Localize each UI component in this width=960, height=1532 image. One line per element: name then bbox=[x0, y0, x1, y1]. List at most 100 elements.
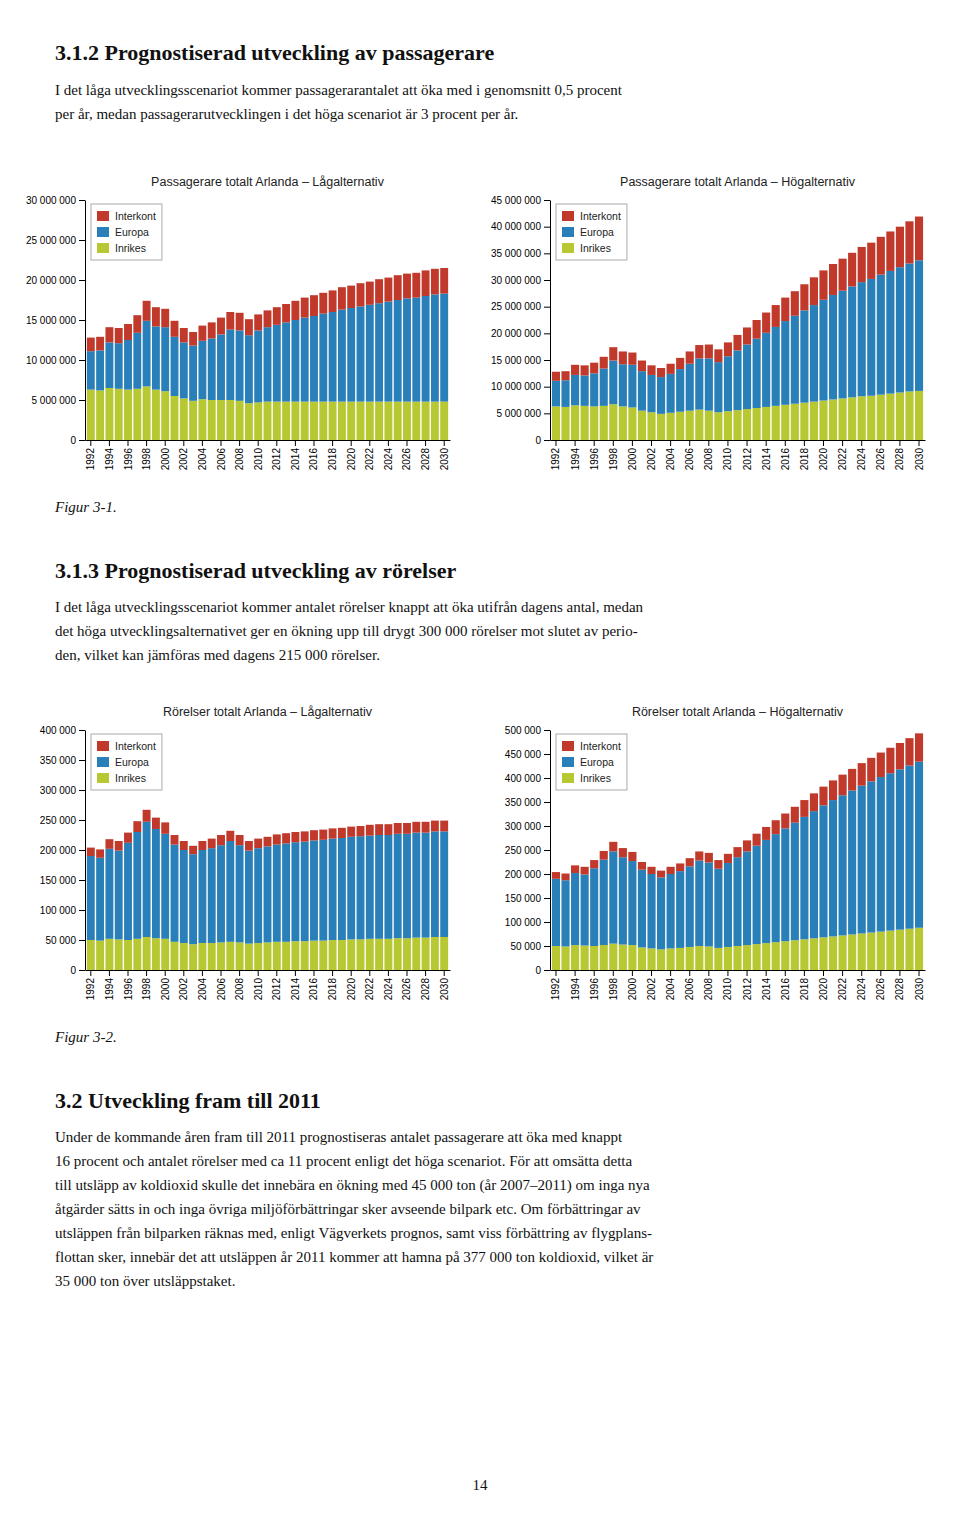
bar bbox=[839, 259, 847, 291]
tick-label: 2014 bbox=[290, 978, 301, 1001]
tick-mark bbox=[128, 970, 129, 976]
legend-label: Inrikes bbox=[115, 242, 146, 254]
figure-caption: Figur 3-2. bbox=[54, 1029, 117, 1045]
tick-mark bbox=[332, 440, 333, 446]
tick: 350 000 bbox=[40, 755, 85, 766]
tick-mark bbox=[79, 790, 85, 791]
bar bbox=[171, 337, 179, 396]
bar bbox=[810, 277, 818, 305]
page-number: 14 bbox=[473, 1477, 489, 1493]
bar bbox=[329, 290, 337, 312]
bar bbox=[357, 939, 365, 970]
tick-label: 2008 bbox=[234, 448, 245, 471]
axis-line bbox=[85, 201, 86, 441]
legend-label: Interkont bbox=[580, 740, 621, 752]
bar bbox=[839, 775, 847, 796]
bar bbox=[724, 863, 732, 947]
bar bbox=[590, 860, 598, 868]
bar bbox=[217, 942, 225, 970]
bar bbox=[431, 269, 439, 295]
bar bbox=[245, 403, 253, 440]
bar bbox=[667, 948, 675, 970]
tick: 2010 bbox=[722, 970, 733, 1000]
legend-item: Europa bbox=[562, 226, 614, 238]
bar bbox=[743, 840, 751, 851]
tick: 2028 bbox=[894, 440, 905, 470]
bar bbox=[647, 867, 655, 874]
tick-mark bbox=[544, 970, 550, 971]
bar bbox=[96, 350, 104, 390]
tick-label: 2014 bbox=[761, 448, 772, 471]
bar bbox=[189, 944, 197, 970]
bar bbox=[105, 342, 113, 388]
tick: 2028 bbox=[420, 970, 431, 1000]
bar bbox=[628, 353, 636, 365]
tick-mark bbox=[880, 970, 881, 976]
bar bbox=[762, 313, 770, 333]
bar bbox=[743, 409, 751, 440]
bar bbox=[733, 335, 741, 350]
bar bbox=[329, 312, 337, 402]
tick-mark bbox=[332, 970, 333, 976]
tick-mark bbox=[109, 440, 110, 446]
bar bbox=[647, 412, 655, 440]
x-axis: 1992199419961998200020022004200620082010… bbox=[85, 970, 450, 1000]
tick-mark bbox=[880, 440, 881, 446]
bar bbox=[561, 407, 569, 440]
tick-label: 1992 bbox=[550, 448, 561, 471]
tick-mark bbox=[369, 970, 370, 976]
bar bbox=[208, 839, 216, 849]
tick-mark bbox=[544, 898, 550, 899]
legend-label: Interkont bbox=[580, 210, 621, 222]
bar bbox=[743, 851, 751, 945]
tick-mark bbox=[544, 307, 550, 308]
tick: 2014 bbox=[290, 970, 301, 1000]
bar bbox=[714, 412, 722, 440]
bar bbox=[867, 758, 875, 782]
tick-label: 20 000 000 bbox=[491, 328, 541, 339]
legend-item: Interkont bbox=[562, 740, 621, 752]
tick-mark bbox=[544, 227, 550, 228]
bar bbox=[753, 408, 761, 440]
bar bbox=[829, 295, 837, 400]
tick: 250 000 bbox=[40, 815, 85, 826]
bar bbox=[236, 845, 244, 942]
bar bbox=[375, 824, 383, 835]
tick-mark bbox=[544, 778, 550, 779]
bar bbox=[161, 939, 169, 970]
tick-label: 2006 bbox=[684, 448, 695, 471]
tick: 30 000 000 bbox=[491, 275, 550, 286]
tick-mark bbox=[689, 970, 690, 976]
tick: 500 000 bbox=[505, 725, 550, 736]
bar bbox=[733, 410, 741, 440]
bar bbox=[638, 947, 646, 970]
bar bbox=[366, 825, 374, 836]
tick-mark bbox=[79, 240, 85, 241]
tick: 2028 bbox=[420, 440, 431, 470]
x-axis: 1992199419961998200020022004200620082010… bbox=[550, 440, 925, 470]
tick-mark bbox=[146, 440, 147, 446]
legend-label: Interkont bbox=[115, 210, 156, 222]
bar bbox=[422, 402, 430, 440]
bar bbox=[810, 402, 818, 440]
bar bbox=[733, 847, 741, 857]
series bbox=[552, 733, 923, 880]
bar bbox=[282, 402, 290, 440]
bar bbox=[733, 946, 741, 970]
tick-mark bbox=[544, 946, 550, 947]
series bbox=[552, 260, 923, 414]
tick-label: 2020 bbox=[818, 978, 829, 1001]
bar bbox=[753, 846, 761, 944]
bar bbox=[628, 861, 636, 945]
tick-mark bbox=[79, 730, 85, 731]
page: 3.1.2 Prognostiserad utveckling av passa… bbox=[0, 0, 960, 1532]
bar bbox=[180, 850, 188, 943]
tick-label: 200 000 bbox=[40, 845, 77, 856]
bar bbox=[714, 948, 722, 970]
bar bbox=[422, 296, 430, 402]
bar bbox=[819, 300, 827, 401]
bar bbox=[105, 849, 113, 939]
bar bbox=[440, 268, 448, 294]
bar bbox=[714, 362, 722, 412]
tick-mark bbox=[804, 440, 805, 446]
